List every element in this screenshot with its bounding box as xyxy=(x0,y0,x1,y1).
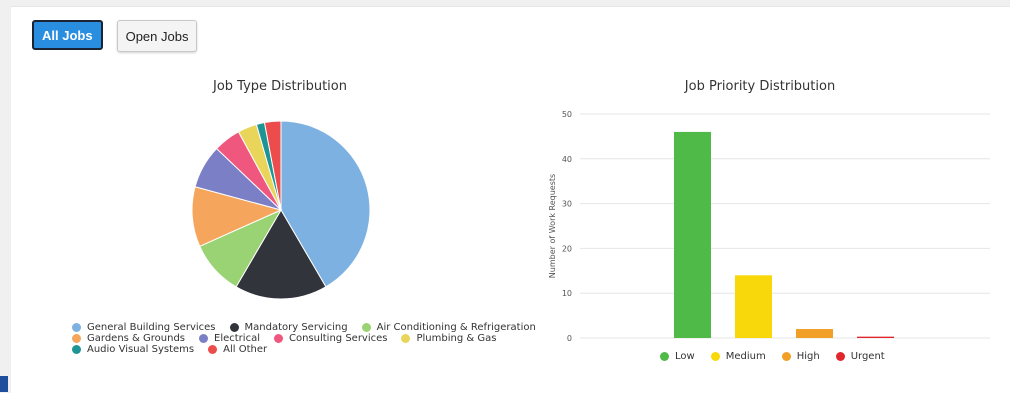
legend-label: Urgent xyxy=(850,351,885,362)
legend-item-medium[interactable]: Medium xyxy=(710,351,766,362)
legend-item-low[interactable]: Low xyxy=(660,351,695,362)
legend-item-electrical[interactable]: Electrical xyxy=(199,333,260,344)
bar-low[interactable] xyxy=(674,131,711,338)
legend-swatch xyxy=(273,334,283,343)
y-tick-label: 50 xyxy=(562,110,572,119)
legend-swatch xyxy=(72,345,81,354)
y-tick-label: 0 xyxy=(567,334,572,343)
job-type-pie-chart xyxy=(191,120,371,300)
legend-item-consulting-services[interactable]: Consulting Services xyxy=(273,333,388,344)
legend-item-audio-visual-systems[interactable]: Audio Visual Systems xyxy=(72,344,194,355)
bar-medium[interactable] xyxy=(735,275,772,338)
legend-swatch xyxy=(361,323,371,332)
bar-legend: Low Medium High Urgent xyxy=(660,351,901,362)
pie-legend-row: Audio Visual Systems All Other xyxy=(72,344,281,355)
legend-swatch xyxy=(710,352,720,361)
job-filter-bar: All Jobs Open Jobs xyxy=(32,20,198,52)
y-axis-label: Number of Work Requests xyxy=(548,174,557,278)
page-edge-marker xyxy=(0,376,8,392)
bar-urgent[interactable] xyxy=(857,336,894,338)
open-jobs-button[interactable]: Open Jobs xyxy=(116,20,198,52)
job-priority-bar-chart: 0 10 20 30 40 50 Number of Work Requests xyxy=(548,110,990,343)
legend-label: Medium xyxy=(725,351,766,362)
y-tick-label: 20 xyxy=(562,244,572,253)
legend-swatch xyxy=(72,323,81,332)
all-jobs-button[interactable]: All Jobs xyxy=(32,20,103,50)
dashboard-panel xyxy=(11,6,1010,393)
legend-label: Electrical xyxy=(214,333,260,344)
pie-legend-row: Gardens & Grounds Electrical Consulting Se… xyxy=(72,333,510,344)
legend-swatch xyxy=(199,334,209,343)
legend-item-air-conditioning-and-refrigeration[interactable]: Air Conditioning & Refrigeration xyxy=(361,322,536,333)
legend-label: Air Conditioning & Refrigeration xyxy=(376,322,536,333)
legend-item-urgent[interactable]: Urgent xyxy=(835,351,885,362)
legend-label: Plumbing & Gas xyxy=(416,333,497,344)
bar-high[interactable] xyxy=(796,329,833,338)
legend-item-all-other[interactable]: All Other xyxy=(208,344,267,355)
legend-swatch xyxy=(660,352,669,361)
legend-item-mandatory-servicing[interactable]: Mandatory Servicing xyxy=(229,322,348,333)
legend-swatch xyxy=(401,334,411,343)
legend-swatch xyxy=(229,323,239,332)
legend-swatch xyxy=(781,352,791,361)
legend-item-general-building-services[interactable]: General Building Services xyxy=(72,322,216,333)
legend-label: Consulting Services xyxy=(288,333,388,344)
y-tick-label: 30 xyxy=(562,200,572,209)
legend-label: Audio Visual Systems xyxy=(87,344,195,355)
y-tick-label: 40 xyxy=(562,155,572,164)
legend-item-gardens-and-grounds[interactable]: Gardens & Grounds xyxy=(72,333,185,344)
legend-label: Low xyxy=(675,351,695,362)
pie-slice-mandatory-servicing[interactable] xyxy=(235,209,327,300)
legend-label: General Building Services xyxy=(87,322,216,333)
pie-chart-title: Job Type Distribution xyxy=(212,79,347,94)
legend-label: Gardens & Grounds xyxy=(87,333,186,344)
legend-label: Mandatory Servicing xyxy=(244,322,348,333)
legend-swatch xyxy=(72,334,81,343)
legend-swatch xyxy=(835,352,845,361)
legend-item-plumbing-and-gas[interactable]: Plumbing & Gas xyxy=(401,333,496,344)
pie-slice-general-building-services[interactable] xyxy=(280,120,371,288)
bar-chart-title: Job Priority Distribution xyxy=(684,79,836,94)
legend-label: High xyxy=(796,351,820,362)
legend-item-high[interactable]: High xyxy=(781,351,820,362)
pie-slice-all-other[interactable] xyxy=(263,120,282,211)
legend-swatch xyxy=(208,345,218,354)
legend-label: All Other xyxy=(223,344,268,355)
y-tick-label: 10 xyxy=(562,289,572,298)
pie-legend-row: General Building Services Mandatory Servi… xyxy=(72,322,550,333)
